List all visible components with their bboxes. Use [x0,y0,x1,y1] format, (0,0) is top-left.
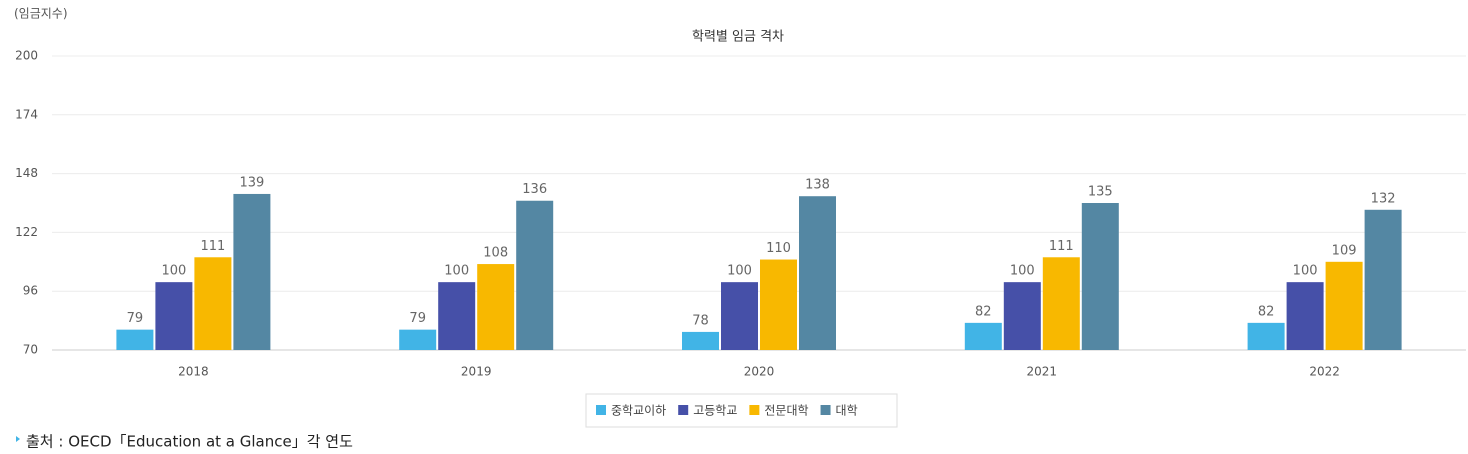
bar [721,282,758,350]
x-tick-label: 2021 [1027,365,1058,379]
value-label: 111 [1049,239,1074,254]
value-label: 108 [483,246,508,261]
bar [1081,203,1119,350]
y-unit: (임금지수) [14,7,68,21]
value-label: 82 [1258,304,1275,319]
value-label: 135 [1088,185,1113,200]
y-tick-label: 122 [15,225,38,239]
value-label: 79 [409,311,426,326]
bar [399,329,437,350]
legend-label: 전문대학 [764,404,808,418]
bar [477,264,515,350]
x-tick-label: 2022 [1309,365,1340,379]
bar [516,200,554,350]
bar [799,196,836,350]
bar [1364,209,1402,350]
y-tick-label: 200 [15,49,38,63]
value-label: 109 [1332,243,1357,258]
y-tick-label: 148 [15,166,38,180]
value-label: 100 [727,264,752,279]
bar [116,329,154,350]
value-label: 100 [444,264,469,279]
x-tick-label: 2019 [461,365,492,379]
value-label: 79 [127,311,144,326]
chart-title: 학력별 임금 격차 [692,30,784,45]
value-label: 111 [200,239,225,254]
legend-swatch [749,405,760,415]
value-label: 100 [161,264,186,279]
value-label: 138 [805,178,830,193]
value-label: 82 [975,304,992,319]
y-tick-label: 96 [23,284,38,298]
legend-label: 중학교이하 [611,404,666,418]
value-label: 136 [522,182,547,197]
bar [760,259,797,350]
value-label: 100 [1010,264,1035,279]
legend-label: 대학 [836,404,858,418]
value-label: 100 [1293,264,1318,279]
bar [1003,282,1041,350]
bar [233,193,271,350]
value-label: 110 [766,241,791,256]
legend-label: 고등학교 [693,404,737,418]
bar [155,282,193,350]
bar [1247,322,1285,350]
y-tick-label: 174 [15,107,38,121]
value-label: 139 [239,175,264,190]
bar [1042,257,1080,350]
x-tick-label: 2018 [178,365,209,379]
source: 출처 : OECD「Education at a Glance」각 연도 [26,433,353,451]
legend-swatch [596,405,606,415]
value-label: 78 [692,313,709,328]
bar [682,331,719,350]
legend-swatch [678,405,689,415]
bar [1286,282,1324,350]
bar [194,257,232,350]
bar [438,282,476,350]
legend-swatch [820,405,831,415]
source-bullet [16,436,20,442]
legend-box [585,393,898,428]
x-tick-label: 2020 [744,365,775,379]
y-tick-label: 70 [23,343,38,357]
bar [1325,261,1363,350]
value-label: 132 [1371,191,1396,206]
bar [964,322,1002,350]
